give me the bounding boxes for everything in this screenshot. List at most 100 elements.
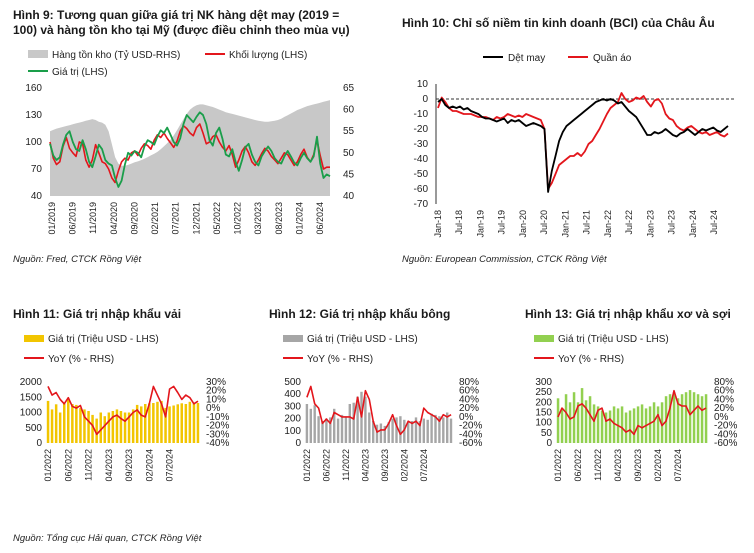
value-bar <box>87 411 90 443</box>
value-bar <box>410 421 414 443</box>
value-bar <box>640 404 644 443</box>
fig13-title: Hình 13: Giá trị nhập khẩu xơ và sợi <box>525 307 731 321</box>
value-bar <box>356 396 359 443</box>
value-bar <box>107 412 111 443</box>
value-bar <box>422 418 425 443</box>
x-tick-label: 06/2024 <box>315 202 325 235</box>
x-tick-label: 07/2024 <box>165 449 175 482</box>
value-bar <box>624 412 628 443</box>
x-tick-label: Jan-24 <box>688 210 698 238</box>
value-bar <box>325 418 328 443</box>
value-bar <box>383 425 386 443</box>
y-left-tick-label: 0 <box>546 438 552 449</box>
value-bar <box>592 404 596 443</box>
legend-label-value: Giá trị (Triệu USD - LHS) <box>307 334 418 345</box>
y-right-tick-label: 20% <box>459 403 479 414</box>
value-bar <box>83 409 86 443</box>
y-right-tick-label: 50 <box>343 148 355 159</box>
value-bar <box>442 417 445 443</box>
y-tick-label: 10 <box>417 79 429 90</box>
x-tick-label: Jul-20 <box>539 210 549 235</box>
value-bar <box>188 401 192 443</box>
value-bar <box>620 406 624 443</box>
value-bar <box>430 413 433 443</box>
value-bar <box>580 388 584 443</box>
value-bar <box>684 392 688 443</box>
x-tick-label: 07/2024 <box>419 449 429 482</box>
value-bar <box>391 418 394 443</box>
value-bar <box>140 406 143 443</box>
x-tick-label: Jan-18 <box>433 210 443 238</box>
y-left-tick-label: 300 <box>535 377 552 388</box>
value-bar <box>696 394 700 443</box>
y-left-tick-label: 400 <box>284 389 301 400</box>
y-left-tick-label: 0 <box>295 438 301 449</box>
value-bar <box>103 416 106 443</box>
x-tick-label: 06/2022 <box>63 449 73 482</box>
y-left-tick-label: 130 <box>25 110 42 121</box>
y-right-tick-label: 0% <box>206 403 221 414</box>
bottom-source: Nguồn: Tổng cục Hải quan, CTCK Rồng Việt <box>13 533 202 544</box>
value-bar <box>313 405 316 443</box>
legend-label-value: Giá trị (LHS) <box>52 67 108 78</box>
y-tick-label: -70 <box>414 199 429 210</box>
value-bar <box>588 396 592 443</box>
value-bar <box>115 409 119 443</box>
value-bar <box>111 411 115 443</box>
x-tick-label: Jul-24 <box>709 210 719 235</box>
value-bar <box>344 417 348 443</box>
value-bar <box>131 409 135 443</box>
y-right-tick-label: 40% <box>459 394 479 405</box>
x-tick-label: 04/2023 <box>104 449 114 482</box>
y-right-tick-label: -30% <box>206 429 229 440</box>
y-left-tick-label: 200 <box>284 414 301 425</box>
value-bar <box>321 421 324 443</box>
y-left-tick-label: 0 <box>36 438 42 449</box>
value-bar <box>148 403 151 443</box>
y-right-tick-label: 80% <box>714 377 734 388</box>
x-tick-label: Jan-22 <box>603 210 613 238</box>
value-bar <box>632 408 636 443</box>
volume-line <box>49 123 330 184</box>
y-right-tick-label: 0% <box>459 412 474 423</box>
fig11-title: Hình 11: Giá trị nhập khẩu vải <box>13 307 182 321</box>
x-tick-label: 05/2022 <box>212 202 222 235</box>
y-tick-label: -10 <box>414 109 429 120</box>
x-tick-label: 07/2024 <box>673 449 683 482</box>
y-right-tick-label: -20% <box>714 421 737 432</box>
y-left-tick-label: 160 <box>25 83 42 94</box>
y-left-tick-label: 50 <box>541 428 553 439</box>
yoy-line <box>306 385 452 436</box>
y-right-tick-label: 60% <box>714 386 734 397</box>
y-left-tick-label: 150 <box>535 408 552 419</box>
value-bar <box>329 417 332 443</box>
value-bar <box>668 394 672 443</box>
value-bar <box>449 418 453 443</box>
y-left-tick-label: 100 <box>284 426 301 437</box>
value-bar <box>164 407 167 443</box>
value-line <box>49 111 331 188</box>
yoy-line <box>47 385 199 436</box>
value-bar <box>348 404 351 443</box>
y-right-tick-label: 60 <box>343 105 355 116</box>
value-bar <box>144 404 147 443</box>
value-bar <box>375 424 379 443</box>
value-bar <box>596 406 600 443</box>
x-tick-label: 06/2022 <box>573 449 583 482</box>
x-tick-label: 01/2024 <box>294 202 304 235</box>
x-tick-label: 02/2024 <box>653 449 663 482</box>
value-bar <box>652 402 656 443</box>
y-right-tick-label: 20% <box>714 403 734 414</box>
value-bar <box>160 400 163 443</box>
value-bar <box>688 390 692 443</box>
x-tick-label: 09/2023 <box>380 449 390 482</box>
x-tick-label: Jan-20 <box>518 210 528 238</box>
x-tick-label: 12/2021 <box>191 202 201 235</box>
y-right-tick-label: 0% <box>714 412 729 423</box>
x-tick-label: 01/2022 <box>553 449 563 482</box>
legend-label-inventory: Hàng tồn kho (Tỷ USD-RHS) <box>52 49 180 61</box>
y-tick-label: -40 <box>414 154 429 165</box>
value-bar <box>184 404 188 443</box>
x-tick-label: 01/2019 <box>47 202 57 235</box>
fig9-title-line1: Hình 9: Tương quan giữa giá trị NK hàng … <box>13 8 340 22</box>
